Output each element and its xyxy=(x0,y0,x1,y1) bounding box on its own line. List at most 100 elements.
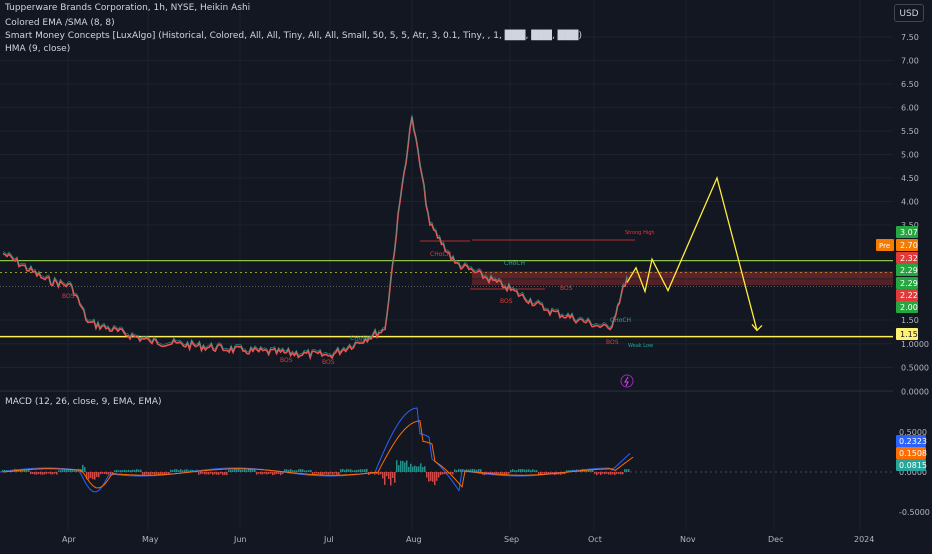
macd-histogram-bar xyxy=(588,469,590,472)
macd-histogram-bar xyxy=(114,470,116,472)
macd-histogram-bar xyxy=(184,469,186,472)
projection-drawing[interactable] xyxy=(626,176,763,332)
time-axis-label: Oct xyxy=(588,535,602,544)
macd-histogram-bar xyxy=(606,472,608,474)
macd-histogram-bar xyxy=(488,472,490,474)
macd-histogram-bar xyxy=(300,469,302,472)
macd-histogram-bar xyxy=(92,472,94,480)
macd-histogram-bar xyxy=(628,469,630,472)
macd-histogram-bar xyxy=(66,469,68,472)
macd-histogram-bar xyxy=(404,462,406,472)
price-badge-label: 2.29 xyxy=(900,266,918,275)
macd-histogram-bar xyxy=(128,469,130,472)
macd-histogram-bar xyxy=(20,469,22,472)
macd-histogram-bar xyxy=(506,472,508,476)
macd-histogram-bar xyxy=(476,469,478,472)
macd-histogram-bar xyxy=(294,470,296,472)
macd-histogram-bar xyxy=(44,472,46,475)
price-axis-tick: 1.0000 xyxy=(901,340,929,349)
price-badge xyxy=(896,264,918,276)
macd-histogram-bar xyxy=(212,472,214,475)
macd-histogram-bar xyxy=(510,470,512,472)
macd-histogram-bar xyxy=(396,460,398,472)
price-axis-tick: 7.00 xyxy=(901,57,919,66)
macd-histogram-bar xyxy=(172,470,174,472)
smc-indicator-legend[interactable]: Smart Money Concepts [LuxAlgo] (Historic… xyxy=(5,31,582,41)
macd-histogram-bar xyxy=(412,466,414,472)
macd-histogram-bar xyxy=(198,472,200,475)
macd-histogram-bar xyxy=(384,472,386,485)
hma-indicator-legend[interactable]: HMA (9, close) xyxy=(5,44,71,54)
macd-histogram-bar xyxy=(302,469,304,472)
macd-badge-label: 0.2323 xyxy=(899,437,927,446)
macd-histogram-bar xyxy=(176,469,178,472)
macd-histogram-bar xyxy=(232,469,234,472)
macd-histogram-bar xyxy=(340,469,342,472)
symbol-legend[interactable]: Tupperware Brands Corporation, 1h, NYSE,… xyxy=(5,3,251,13)
macd-histogram-bar xyxy=(398,465,400,472)
macd-histogram-bar xyxy=(158,472,160,475)
currency-button[interactable]: USD xyxy=(894,4,924,22)
macd-histogram-bar xyxy=(170,469,172,472)
macd-axis-tick: 0.0000 xyxy=(899,468,927,477)
macd-histogram-bar xyxy=(280,472,282,476)
ema-indicator-legend[interactable]: Colored EMA /SMA (8, 8) xyxy=(5,18,115,28)
macd-histogram-bar xyxy=(536,470,538,472)
macd-histogram-bar xyxy=(222,472,224,476)
macd-histogram-bar xyxy=(444,472,446,474)
macd-histogram-bar xyxy=(414,465,416,472)
smc-label: CHoCH xyxy=(350,335,371,342)
macd-histogram-bar xyxy=(104,472,106,475)
macd-histogram-bar xyxy=(374,472,376,475)
macd-histogram-bar xyxy=(30,472,32,475)
macd-histogram-bar xyxy=(278,472,280,474)
macd-histogram-bar xyxy=(496,472,498,475)
price-badge xyxy=(896,226,918,238)
macd-histogram-bar xyxy=(314,472,316,474)
lightning-icon xyxy=(620,374,634,388)
time-axis[interactable]: Apr May Jun Jul Aug Sep Oct Nov Dec 2024 xyxy=(62,535,874,544)
macd-histogram-bar xyxy=(450,472,452,474)
macd-histogram-bar xyxy=(376,472,378,475)
macd-histogram-bar xyxy=(220,472,222,474)
macd-histogram-bar xyxy=(242,469,244,472)
macd-histogram-bar xyxy=(58,470,60,472)
macd-histogram-bar xyxy=(130,470,132,472)
macd-histogram-bar xyxy=(230,469,232,472)
macd-histogram-bar xyxy=(296,470,298,472)
macd-histogram-bar xyxy=(116,469,118,472)
macd-histogram-bar xyxy=(22,470,24,472)
macd-histogram-bar xyxy=(94,472,96,480)
macd-histogram-bar xyxy=(262,472,264,475)
macd-histogram-bar xyxy=(336,472,338,475)
macd-histogram-bar xyxy=(388,472,390,480)
macd-histogram-bar xyxy=(330,472,332,474)
macd-histogram-bar xyxy=(68,468,70,472)
time-axis-label: Aug xyxy=(406,535,422,544)
order-block-zones xyxy=(420,239,893,290)
macd-histogram-bar xyxy=(504,472,506,475)
macd-histogram-bar xyxy=(522,469,524,472)
macd-histogram-bar xyxy=(454,469,456,472)
macd-histogram-bar xyxy=(498,472,500,474)
macd-histogram-bar xyxy=(248,469,250,472)
macd-histogram-bar xyxy=(624,469,626,472)
macd-histogram-bar xyxy=(82,464,84,472)
macd-histogram-bar xyxy=(540,472,542,475)
macd-histogram-bar xyxy=(298,469,300,472)
macd-histogram-bar xyxy=(256,472,258,475)
smc-label: CHoCH xyxy=(504,260,525,267)
macd-histogram-bar xyxy=(598,472,600,474)
price-axis[interactable]: 7.50 7.00 6.50 6.00 5.50 5.00 4.50 4.00 3.50 1.50… xyxy=(876,33,930,517)
macd-histogram-bar xyxy=(566,470,568,472)
price-axis-tick: 0.5000 xyxy=(901,364,929,373)
macd-histogram-bar xyxy=(530,470,532,472)
macd-histogram-bar xyxy=(120,470,122,472)
macd-histogram-bar xyxy=(292,470,294,472)
macd-histogram-bar xyxy=(622,472,624,475)
macd-indicator-legend[interactable]: MACD (12, 26, close, 9, EMA, EMA) xyxy=(5,397,162,407)
macd-histogram-bar xyxy=(260,472,262,475)
macd-histogram-bar xyxy=(206,472,208,475)
